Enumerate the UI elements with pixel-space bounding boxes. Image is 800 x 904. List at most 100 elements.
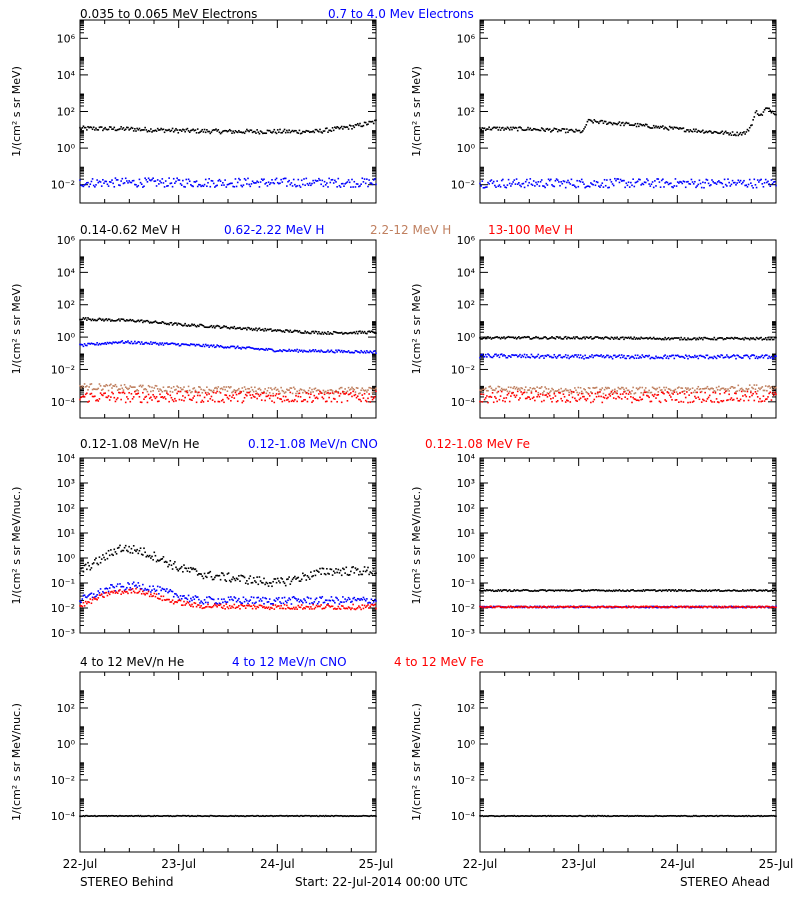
data-point (251, 596, 253, 598)
data-point (559, 392, 561, 394)
data-point (261, 600, 263, 602)
data-point (278, 597, 280, 599)
data-point (363, 397, 365, 399)
data-point (177, 343, 179, 345)
data-point (331, 130, 333, 132)
data-point (293, 179, 295, 181)
data-point (697, 396, 699, 398)
data-point (200, 605, 202, 607)
data-point (157, 128, 159, 130)
data-point (176, 595, 178, 597)
data-point (312, 349, 314, 351)
data-point (95, 344, 97, 346)
data-point (199, 395, 201, 397)
data-point (227, 390, 229, 392)
data-point (613, 397, 615, 399)
data-point (237, 182, 239, 184)
data-point (217, 129, 219, 131)
data-point (555, 338, 557, 340)
data-point (705, 388, 707, 390)
data-point (112, 128, 114, 130)
data-point (189, 571, 191, 573)
data-point (315, 607, 317, 609)
data-point (611, 356, 613, 358)
data-point (197, 186, 199, 188)
data-point (213, 579, 215, 581)
data-point (580, 181, 582, 183)
data-point (507, 184, 509, 186)
data-point (261, 605, 263, 607)
data-point (536, 396, 538, 398)
data-point (131, 182, 133, 184)
data-point (365, 122, 367, 124)
data-point (756, 187, 758, 189)
data-point (161, 558, 163, 560)
data-point (601, 120, 603, 122)
data-point (660, 402, 662, 404)
data-point (772, 392, 774, 394)
data-point (688, 394, 690, 396)
data-point (745, 131, 747, 133)
data-point (189, 601, 191, 603)
data-point (534, 400, 536, 402)
data-point (132, 552, 134, 554)
y-tick-label: 10⁴ (457, 69, 476, 82)
data-point (160, 182, 162, 184)
data-point (287, 599, 289, 601)
data-point (264, 400, 266, 402)
data-point (365, 390, 367, 392)
data-point (641, 398, 643, 400)
data-point (721, 130, 723, 132)
data-point (753, 179, 755, 181)
data-point (587, 398, 589, 400)
data-point (247, 603, 249, 605)
data-point (768, 183, 770, 185)
data-point (109, 319, 111, 321)
data-point (235, 392, 237, 394)
data-point (368, 607, 370, 609)
data-point (198, 392, 200, 394)
data-point (155, 398, 157, 400)
data-point (485, 354, 487, 356)
data-point (188, 595, 190, 597)
data-point (512, 387, 514, 389)
data-point (684, 393, 686, 395)
data-point (636, 357, 638, 359)
data-point (92, 599, 94, 601)
data-point (101, 593, 103, 595)
data-point (206, 577, 208, 579)
data-point (643, 394, 645, 396)
data-point (205, 392, 207, 394)
data-point (715, 392, 717, 394)
data-point (620, 357, 622, 359)
data-point (638, 400, 640, 402)
data-point (753, 355, 755, 357)
data-point (524, 391, 526, 393)
data-point (152, 394, 154, 396)
data-point (479, 401, 481, 403)
data-point (205, 602, 207, 604)
data-point (304, 608, 306, 610)
data-point (758, 181, 760, 183)
data-point (84, 396, 86, 398)
data-point (766, 398, 768, 400)
data-point (767, 181, 769, 183)
data-point (668, 337, 670, 339)
data-point (236, 186, 238, 188)
data-point (158, 344, 160, 346)
data-point (608, 387, 610, 389)
data-point (189, 390, 191, 392)
footer-start-label: Start: 22-Jul-2014 00:00 UTC (295, 875, 468, 889)
data-point (139, 585, 141, 587)
data-point (91, 602, 93, 604)
footer-behind-label: STEREO Behind (80, 875, 174, 889)
data-point (263, 178, 265, 180)
data-point (499, 386, 501, 388)
data-point (343, 601, 345, 603)
data-point (653, 395, 655, 397)
data-point (303, 178, 305, 180)
data-point (268, 181, 270, 183)
data-point (112, 554, 114, 556)
data-point (112, 183, 114, 185)
